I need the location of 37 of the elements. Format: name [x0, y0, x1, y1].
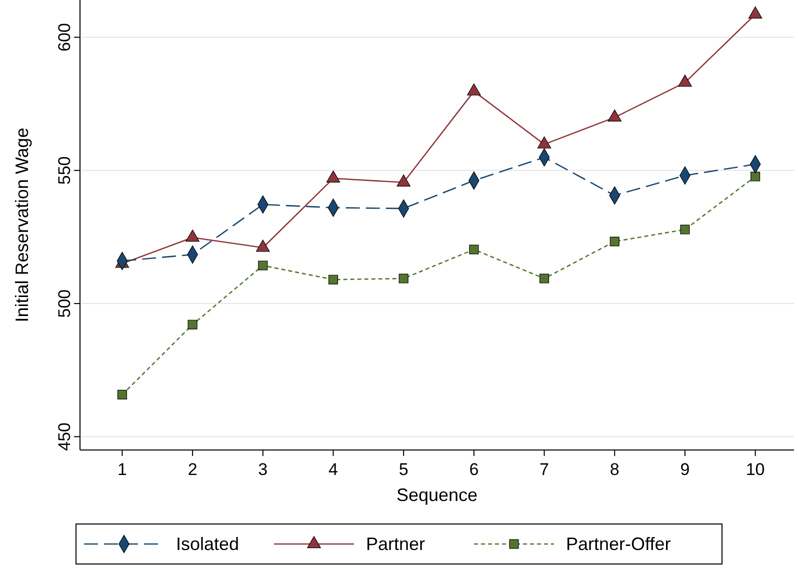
- x-axis-title: Sequence: [396, 485, 478, 505]
- point: [188, 320, 198, 330]
- point: [467, 83, 481, 96]
- x-tick-label: 5: [398, 460, 408, 479]
- point: [540, 274, 550, 284]
- x-tick-label: 9: [680, 460, 690, 479]
- point: [258, 260, 268, 270]
- point: [469, 244, 479, 254]
- point: [537, 136, 552, 148]
- x-tick-label: 4: [328, 460, 338, 479]
- point: [328, 274, 338, 284]
- legend-label: Partner: [366, 534, 426, 554]
- point: [748, 6, 762, 18]
- legend-label: Partner-Offer: [566, 534, 671, 554]
- point: [750, 172, 760, 182]
- point: [680, 224, 690, 234]
- legend-label: Isolated: [176, 534, 240, 554]
- y-tick-label: 450: [55, 422, 74, 451]
- point: [610, 236, 620, 246]
- x-tick-label: 6: [469, 460, 479, 479]
- point: [326, 170, 340, 182]
- point: [398, 274, 408, 284]
- point: [608, 110, 622, 122]
- point: [396, 174, 410, 186]
- y-tick-label: 500: [55, 289, 74, 318]
- y-tick-label: 550: [55, 156, 74, 185]
- x-tick-label: 10: [746, 460, 765, 479]
- x-tick-label: 1: [117, 460, 127, 479]
- point: [186, 230, 200, 242]
- x-tick-label: 2: [188, 460, 198, 479]
- y-tick-label: 600: [55, 23, 74, 52]
- point: [678, 74, 692, 87]
- x-tick-label: 3: [258, 460, 268, 479]
- x-tick-label: 8: [610, 460, 620, 479]
- point: [117, 390, 127, 400]
- y-axis-title: Initial Reservation Wage: [12, 128, 32, 322]
- x-tick-label: 7: [540, 460, 550, 479]
